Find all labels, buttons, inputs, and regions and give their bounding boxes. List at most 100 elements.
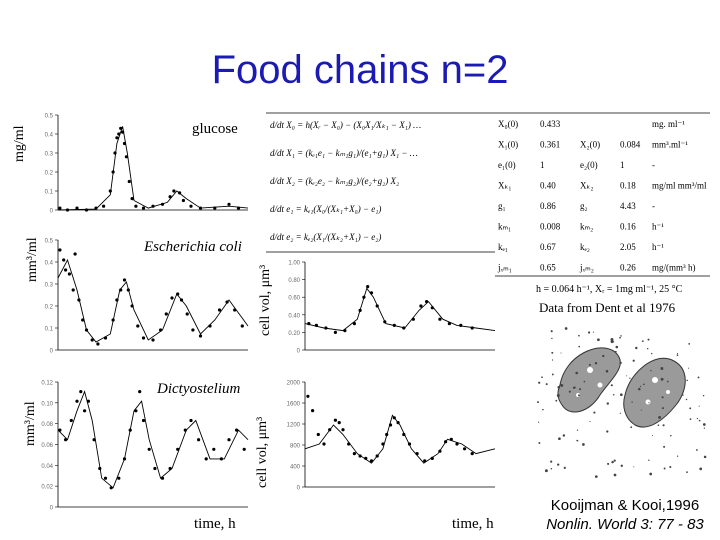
- data-point: [102, 204, 106, 208]
- data-point: [103, 336, 108, 340]
- data-point: [444, 440, 448, 444]
- data-point: [94, 206, 98, 210]
- data-point: [147, 447, 151, 451]
- data-point: [141, 206, 146, 210]
- speckle: [670, 434, 672, 437]
- data-point: [75, 206, 79, 210]
- data-point: [103, 476, 108, 480]
- speckle: [578, 334, 580, 337]
- speckle: [620, 335, 622, 337]
- speckle: [631, 401, 633, 403]
- data-point: [219, 457, 223, 461]
- data-point: [307, 322, 311, 326]
- y-tick-label: 0.1: [45, 190, 54, 196]
- param-cell: X₁(0): [498, 140, 518, 150]
- param-cell: 1: [540, 160, 545, 170]
- speckle: [639, 385, 642, 387]
- glucose-panel-label: glucose: [192, 121, 238, 137]
- data-point: [337, 421, 341, 425]
- data-point: [213, 206, 217, 210]
- y-tick-label: 0.5: [45, 114, 54, 120]
- speckle: [564, 327, 568, 330]
- data-point: [385, 432, 389, 437]
- speckle: [542, 408, 544, 411]
- speckle: [557, 463, 560, 466]
- y-tick-label: 0.2: [45, 171, 54, 177]
- data-point: [316, 432, 320, 437]
- model-curve: [304, 414, 496, 464]
- param-cell: kₑ₂: [580, 242, 590, 252]
- speckle: [660, 367, 664, 370]
- data-point: [217, 308, 222, 312]
- speckle: [605, 369, 609, 373]
- speckle: [661, 396, 664, 399]
- data-point: [160, 202, 165, 206]
- param-cell: kₑ₁: [498, 242, 508, 252]
- y-tick-label: 0.1: [45, 327, 54, 333]
- data-point: [141, 418, 146, 423]
- equation-1: d/dt X₁ = (kₑ₁e₁ − kₘ₁g₁)/(e₁+g₁) X₁ − …: [270, 148, 418, 158]
- data-point: [117, 132, 121, 136]
- coli-panel-label: Escherichia coli: [144, 239, 242, 255]
- param-cell: X₀(0): [498, 119, 518, 129]
- y-tick-label: 0.08: [41, 422, 53, 428]
- x-label-right: time, h: [452, 516, 494, 532]
- data-point: [111, 318, 115, 322]
- speckle: [550, 468, 553, 470]
- data-point: [122, 457, 127, 461]
- speckle: [633, 466, 635, 468]
- speckle: [648, 402, 650, 404]
- speckle: [582, 443, 585, 446]
- data-point: [141, 336, 146, 340]
- param-cell: e₂(0): [580, 160, 598, 170]
- data-point: [115, 298, 119, 302]
- data-point: [470, 326, 474, 330]
- speckle: [588, 331, 591, 334]
- data-point: [343, 329, 347, 333]
- param-cell: kₘ₂: [580, 222, 593, 232]
- data-point: [176, 447, 180, 451]
- data-point: [311, 409, 315, 413]
- param-cell: mg/ml mm³/ml: [652, 181, 707, 191]
- data-point: [62, 258, 66, 262]
- speckle: [635, 346, 638, 350]
- data-point: [178, 191, 182, 195]
- data-point: [181, 198, 185, 203]
- speckle: [663, 445, 666, 448]
- speckle: [626, 375, 628, 377]
- speckle: [676, 354, 679, 356]
- param-cell: 0.433: [540, 119, 561, 129]
- data-point: [430, 306, 434, 310]
- parameter-note: h = 0.064 h⁻¹, Xᵣ = 1mg ml⁻¹, 25 °C: [536, 284, 683, 295]
- data-point: [227, 202, 231, 206]
- data-point: [402, 432, 406, 437]
- speckle: [686, 471, 688, 473]
- y-tick-label: 0.2: [45, 305, 54, 311]
- speckle: [651, 434, 654, 437]
- speckle: [646, 347, 649, 350]
- speckle: [632, 359, 635, 362]
- data-point: [459, 323, 463, 327]
- y-tick-label: 800: [290, 444, 301, 450]
- param-cell: 0.008: [540, 222, 561, 232]
- dictyostelium-cell-image: [535, 325, 710, 485]
- speckle: [688, 343, 691, 345]
- speckle: [588, 363, 591, 366]
- param-cell: h⁻¹: [652, 242, 664, 252]
- data-point: [108, 189, 112, 193]
- param-cell: 0.361: [540, 140, 560, 150]
- y-tick-label: 1.00: [288, 261, 300, 267]
- param-cell: mg/(mm³ h): [652, 263, 695, 273]
- speckle: [610, 384, 613, 387]
- data-point: [347, 442, 351, 446]
- param-cell: 2.05: [620, 242, 636, 252]
- speckle: [669, 465, 672, 469]
- data-point: [96, 342, 100, 346]
- data-point: [225, 300, 229, 304]
- data-point: [191, 328, 195, 332]
- speckle: [593, 411, 596, 414]
- data-point: [197, 438, 201, 442]
- data-point: [75, 399, 79, 403]
- y-tick-label: 0.02: [41, 485, 53, 491]
- speckle: [643, 383, 645, 386]
